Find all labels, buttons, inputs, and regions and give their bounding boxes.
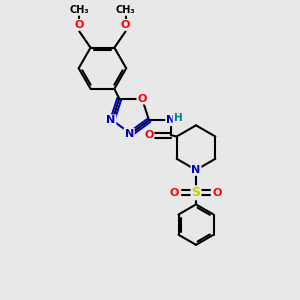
Text: S: S [191,186,200,199]
Text: N: N [191,165,201,175]
Text: O: O [121,20,130,30]
Text: H: H [173,113,182,123]
Text: N: N [124,129,134,139]
Text: O: O [144,130,153,140]
Text: N: N [166,115,176,125]
Text: O: O [170,188,179,198]
Text: O: O [137,94,147,104]
Text: O: O [213,188,222,198]
Text: O: O [75,20,84,30]
Text: CH₃: CH₃ [116,5,135,15]
Text: N: N [106,115,116,125]
Text: CH₃: CH₃ [69,5,89,15]
